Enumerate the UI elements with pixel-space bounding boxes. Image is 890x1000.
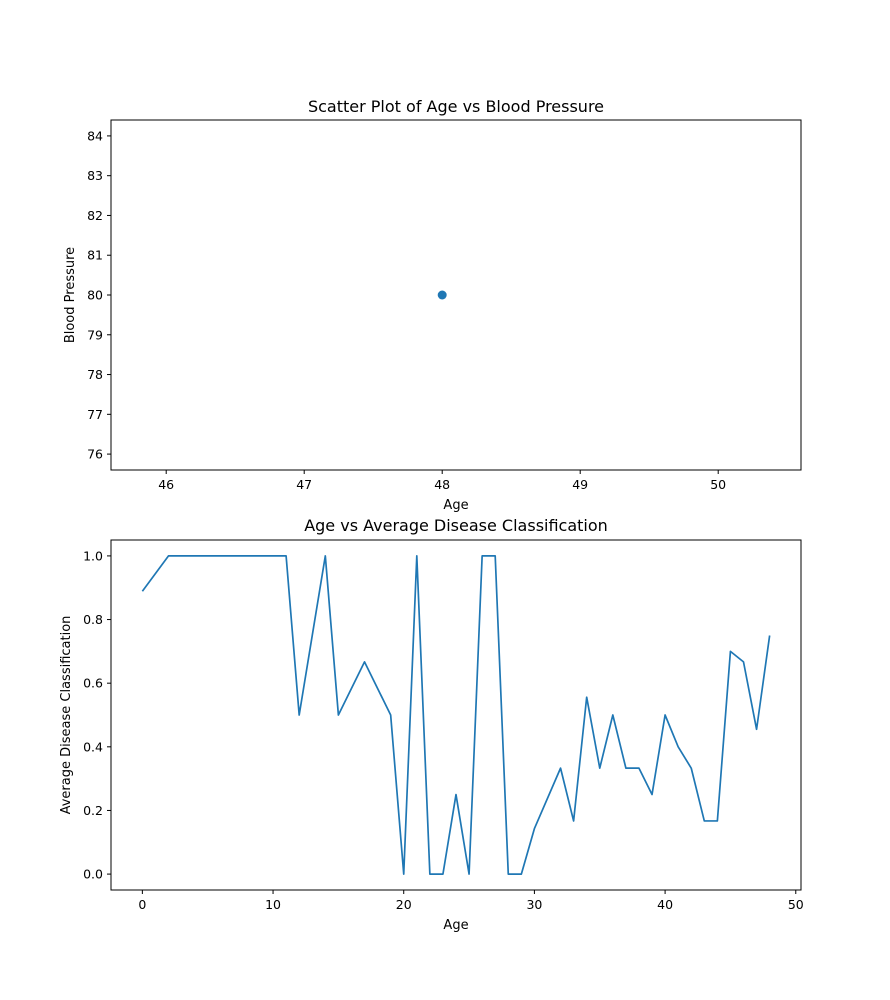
line-subplot: Age vs Average Disease Classification 0 1… <box>59 516 804 933</box>
scatter-x-tick-label: 47 <box>296 477 312 492</box>
scatter-title: Scatter Plot of Age vs Blood Pressure <box>308 97 604 116</box>
scatter-x-tick-label: 48 <box>434 477 450 492</box>
scatter-y-axis-label: Blood Pressure <box>63 247 78 343</box>
scatter-y-tick-label: 81 <box>87 248 103 263</box>
line-ticks: 0 10 20 30 40 50 0.0 0.2 0.4 0.6 0.8 1.0 <box>83 548 804 912</box>
line-x-tick-label: 40 <box>657 897 673 912</box>
line-y-axis-label: Average Disease Classification <box>59 616 74 815</box>
line-y-tick-label: 0.6 <box>83 676 103 691</box>
scatter-y-tick-label: 82 <box>87 208 103 223</box>
line-x-tick-label: 50 <box>788 897 804 912</box>
scatter-y-tick-label: 78 <box>87 367 103 382</box>
scatter-y-tick-label: 80 <box>87 288 103 303</box>
scatter-y-tick-label: 77 <box>87 407 103 422</box>
line-series <box>141 555 771 875</box>
scatter-point <box>437 290 447 300</box>
line-series-path <box>141 555 771 875</box>
scatter-axes-frame <box>110 119 802 471</box>
scatter-points <box>437 290 447 300</box>
line-x-tick-label: 30 <box>526 897 542 912</box>
scatter-y-tick-label: 76 <box>87 447 103 462</box>
scatter-x-axis-label: Age <box>443 498 468 513</box>
line-x-tick-label: 0 <box>138 897 146 912</box>
line-y-tick-label: 0.0 <box>83 867 103 882</box>
scatter-ticks: 46 47 48 49 50 76 77 78 79 80 81 82 83 84 <box>87 128 726 492</box>
scatter-x-tick-label: 50 <box>710 477 726 492</box>
scatter-subplot: Scatter Plot of Age vs Blood Pressure 46… <box>63 97 802 513</box>
line-x-tick-label: 10 <box>265 897 281 912</box>
scatter-y-tick-label: 79 <box>87 327 103 342</box>
scatter-x-tick-label: 49 <box>572 477 588 492</box>
line-axes-frame <box>110 539 802 891</box>
line-y-tick-label: 0.4 <box>83 739 103 754</box>
scatter-y-tick-label: 83 <box>87 168 103 183</box>
line-title: Age vs Average Disease Classification <box>304 516 608 535</box>
line-y-tick-label: 0.2 <box>83 803 103 818</box>
scatter-x-tick-label: 46 <box>158 477 174 492</box>
line-x-tick-label: 20 <box>396 897 412 912</box>
line-x-axis-label: Age <box>443 918 468 933</box>
scatter-y-tick-label: 84 <box>87 128 103 143</box>
line-y-tick-label: 1.0 <box>83 548 103 563</box>
line-y-tick-label: 0.8 <box>83 612 103 627</box>
